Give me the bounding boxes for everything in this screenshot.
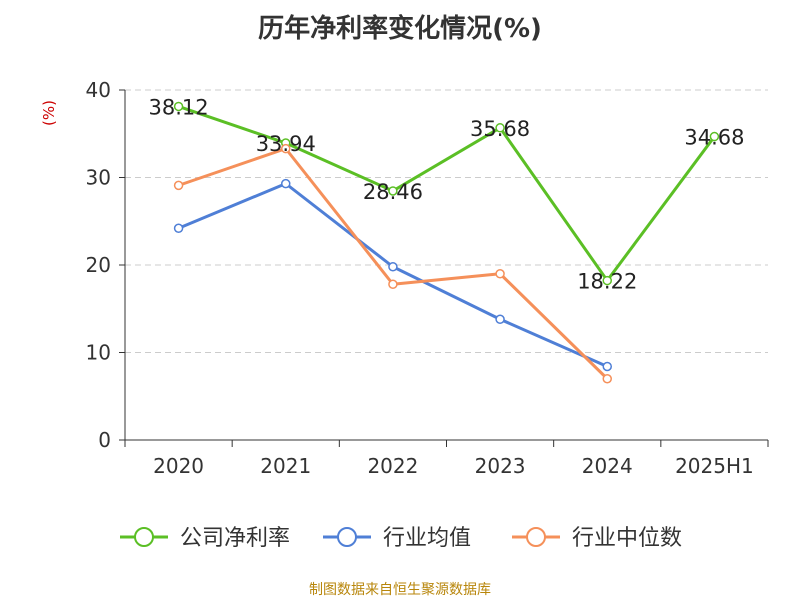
y-tick-label: 10 xyxy=(86,341,111,365)
data-labels: 38.12 33.94 28.46 35.68 18.22 34.68 xyxy=(149,95,745,293)
series-line-1 xyxy=(178,182,608,368)
data-point-1-0 xyxy=(173,223,184,233)
x-tick-label-2021: 2021 xyxy=(260,454,311,478)
data-label-3: 35.68 xyxy=(470,117,530,141)
data-label-4: 18.22 xyxy=(577,270,637,294)
legend-marker-0 xyxy=(134,527,154,547)
data-label-2: 28.46 xyxy=(363,180,423,204)
x-tick-label-2024: 2024 xyxy=(582,454,633,478)
data-point-0-2 xyxy=(388,186,398,196)
data-point-2-1 xyxy=(281,143,291,154)
data-point-0-0 xyxy=(173,101,184,112)
x-tick-label-2025H1: 2025H1 xyxy=(675,454,754,478)
series-layer xyxy=(173,101,720,384)
data-point-1-1 xyxy=(281,178,291,189)
x-tick-label-2023: 2023 xyxy=(475,454,526,478)
legend-marker-2 xyxy=(526,527,546,547)
data-label-0: 38.12 xyxy=(149,95,209,119)
chart-title: 历年净利率变化情况(%) xyxy=(258,14,542,44)
legend-marker-1 xyxy=(337,527,357,547)
data-point-0-5 xyxy=(709,131,720,142)
data-point-2-4 xyxy=(602,374,612,384)
data-label-5: 34.68 xyxy=(684,126,744,150)
y-tick-label: 30 xyxy=(86,166,111,190)
data-point-2-0 xyxy=(173,180,184,191)
source-footer: 制图数据来自恒生聚源数据库 xyxy=(309,582,491,598)
series-line-0 xyxy=(178,105,716,283)
data-point-2-2 xyxy=(388,279,398,289)
data-point-1-3 xyxy=(495,314,505,324)
data-label-1: 33.94 xyxy=(256,132,316,156)
x-tick-label-2022: 2022 xyxy=(367,454,418,478)
legend-label-2: 行业中位数 xyxy=(572,526,682,551)
legend-label-0: 公司净利率 xyxy=(180,526,290,551)
y-tick-label: 20 xyxy=(86,253,111,277)
gridlines xyxy=(125,89,768,353)
data-point-1-4 xyxy=(602,361,612,372)
data-point-2-3 xyxy=(495,269,505,279)
data-point-0-3 xyxy=(495,123,505,133)
y-tick-label: 0 xyxy=(98,428,111,452)
x-tick-label-2020: 2020 xyxy=(153,454,204,478)
legend-label-1: 行业均值 xyxy=(383,526,471,551)
y-tick-label: 40 xyxy=(86,78,111,102)
data-point-0-4 xyxy=(602,275,612,286)
data-point-1-2 xyxy=(388,262,398,272)
legend: 公司净利率 行业均值 行业中位数 xyxy=(120,526,682,551)
axes: 0 10 20 30 40 2020 2021 2022 2023 2024 2025H1 xyxy=(86,78,769,478)
